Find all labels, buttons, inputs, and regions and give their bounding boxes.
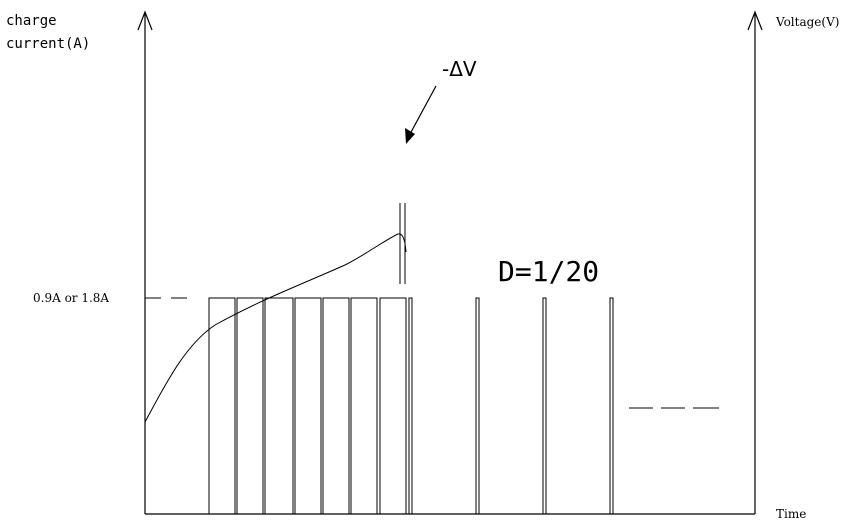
duty-cycle-label: D=1/20 bbox=[498, 255, 599, 288]
left-axis bbox=[137, 10, 153, 514]
delta-v-arrow bbox=[405, 85, 437, 144]
charge-pulses bbox=[208, 297, 407, 515]
y-right-label: Voltage(V) bbox=[775, 15, 839, 29]
trickle-pulses bbox=[408, 297, 614, 515]
y-left-label-line1: charge bbox=[6, 13, 57, 29]
delta-v-label: -ΔV bbox=[442, 57, 477, 81]
delta-v-cutoff-marker bbox=[399, 203, 406, 284]
y-left-label-line2: current(A) bbox=[6, 36, 90, 52]
right-axis bbox=[747, 10, 763, 514]
x-axis-label: Time bbox=[776, 507, 806, 521]
current-level-label: 0.9A or 1.8A bbox=[33, 291, 109, 305]
voltage-curve bbox=[144, 233, 407, 423]
